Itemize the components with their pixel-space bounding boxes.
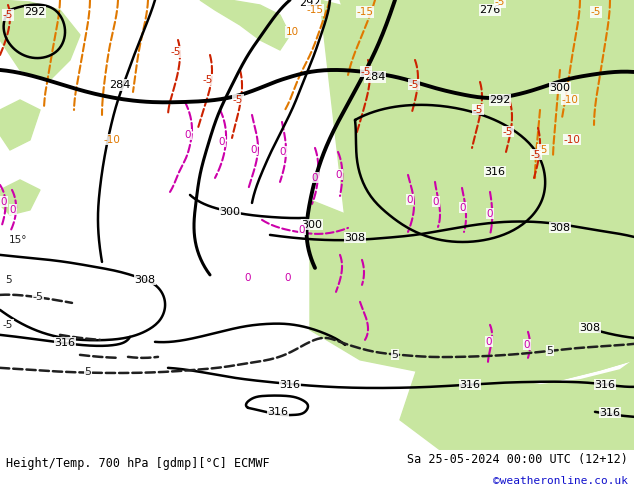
Text: -5: -5 <box>503 127 513 137</box>
Text: -15: -15 <box>306 5 323 15</box>
Text: -5: -5 <box>473 105 483 115</box>
Text: 0: 0 <box>299 225 305 235</box>
Text: -5: -5 <box>495 0 505 7</box>
Text: 0: 0 <box>460 203 466 213</box>
Text: -10: -10 <box>103 135 120 145</box>
Text: 316: 316 <box>55 338 75 348</box>
Text: 284: 284 <box>109 80 131 90</box>
Text: -15: -15 <box>356 7 373 17</box>
Text: 316: 316 <box>268 407 288 417</box>
Text: 300: 300 <box>550 83 571 93</box>
Text: -5: -5 <box>361 67 371 77</box>
Text: -5: -5 <box>3 10 13 20</box>
Text: 0: 0 <box>486 337 492 347</box>
Polygon shape <box>0 180 40 215</box>
Text: 0: 0 <box>336 170 342 180</box>
Text: 276: 276 <box>479 5 501 15</box>
Text: -5: -5 <box>3 320 13 330</box>
Polygon shape <box>0 100 40 150</box>
Text: ©weatheronline.co.uk: ©weatheronline.co.uk <box>493 476 628 486</box>
Text: -5: -5 <box>171 47 181 57</box>
Text: 292: 292 <box>299 0 321 8</box>
Text: -5: -5 <box>591 7 601 17</box>
Text: 292: 292 <box>24 7 46 17</box>
Text: 0: 0 <box>251 145 257 155</box>
Text: -5: -5 <box>538 145 548 155</box>
Text: -10: -10 <box>562 95 578 105</box>
Text: 5: 5 <box>547 346 553 356</box>
Polygon shape <box>320 0 634 385</box>
Text: -10: -10 <box>564 135 581 145</box>
Text: -5: -5 <box>531 150 541 160</box>
Text: -5: -5 <box>32 292 44 302</box>
Text: -5: -5 <box>233 95 243 105</box>
Text: 308: 308 <box>579 323 600 333</box>
Text: 316: 316 <box>595 380 616 390</box>
Text: 0: 0 <box>433 197 439 207</box>
Text: 5: 5 <box>84 367 91 377</box>
Text: 292: 292 <box>489 95 511 105</box>
Text: 300: 300 <box>302 220 323 230</box>
Text: 300: 300 <box>219 207 240 217</box>
Text: 316: 316 <box>484 167 505 177</box>
Polygon shape <box>310 170 634 385</box>
Text: 316: 316 <box>600 408 621 418</box>
Polygon shape <box>400 360 634 450</box>
Text: -5: -5 <box>203 75 213 85</box>
Text: 316: 316 <box>280 380 301 390</box>
Polygon shape <box>340 0 634 140</box>
Text: 0: 0 <box>487 209 493 219</box>
Text: 308: 308 <box>344 233 366 243</box>
Text: 0: 0 <box>407 195 413 205</box>
Polygon shape <box>200 0 290 50</box>
Text: 5: 5 <box>392 350 399 360</box>
Polygon shape <box>0 0 80 80</box>
Text: -5: -5 <box>409 80 419 90</box>
Text: 5: 5 <box>4 275 11 285</box>
Text: 0: 0 <box>184 130 191 140</box>
Text: 0: 0 <box>285 273 291 283</box>
Text: 308: 308 <box>550 223 571 233</box>
Text: 308: 308 <box>134 275 155 285</box>
Text: 0: 0 <box>10 205 16 215</box>
Text: 0: 0 <box>524 340 530 350</box>
Text: Height/Temp. 700 hPa [gdmp][°C] ECMWF: Height/Temp. 700 hPa [gdmp][°C] ECMWF <box>6 457 270 470</box>
Text: 284: 284 <box>365 72 385 82</box>
Text: 0: 0 <box>245 273 251 283</box>
Text: 316: 316 <box>460 380 481 390</box>
Text: 0: 0 <box>312 173 318 183</box>
Text: 0: 0 <box>219 137 225 147</box>
Text: 10: 10 <box>285 27 299 37</box>
Text: Sa 25-05-2024 00:00 UTC (12+12): Sa 25-05-2024 00:00 UTC (12+12) <box>407 453 628 466</box>
Text: 0: 0 <box>1 197 7 207</box>
Text: 15°: 15° <box>9 235 27 245</box>
Text: 0: 0 <box>280 147 286 157</box>
